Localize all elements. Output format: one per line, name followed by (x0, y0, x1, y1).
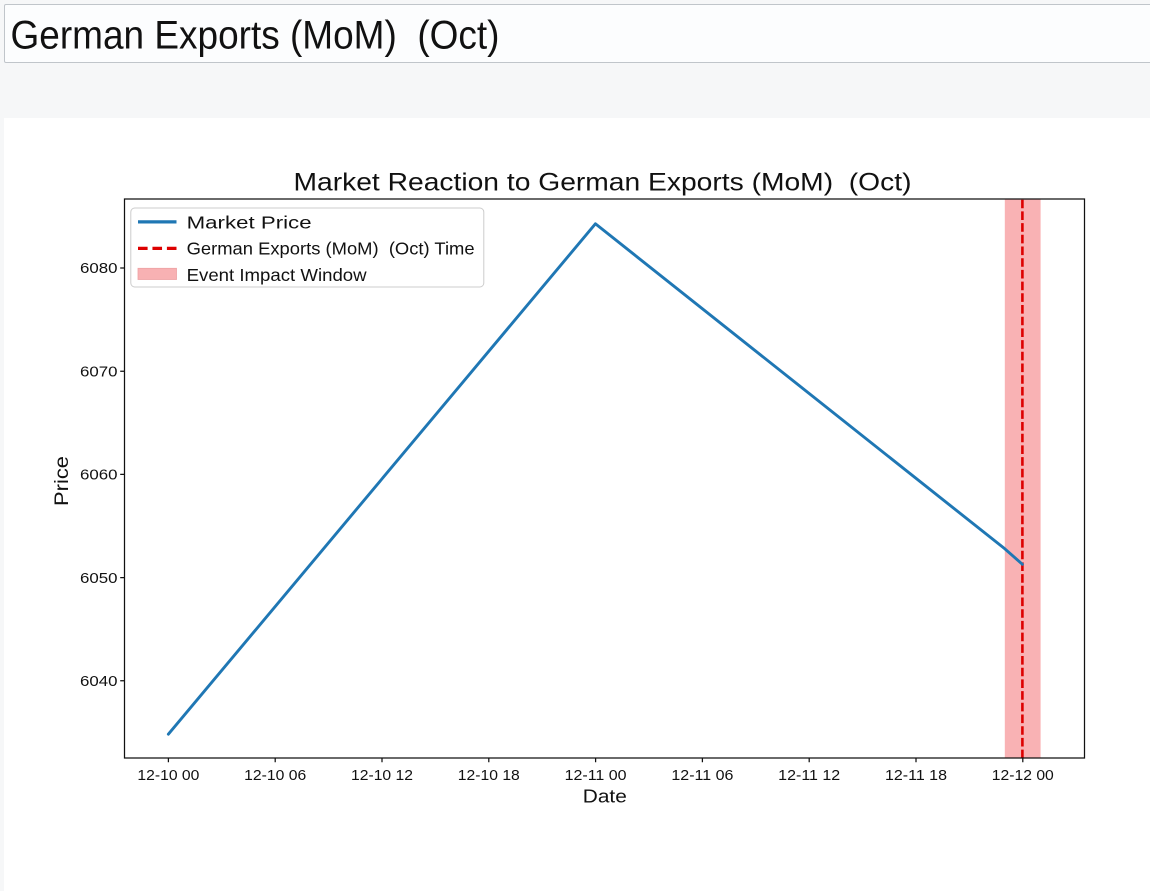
svg-text:6040: 6040 (80, 674, 118, 690)
svg-text:12-10 18: 12-10 18 (458, 768, 520, 784)
svg-text:German Exports (MoM) (Oct) Ti: German Exports (MoM) (Oct) Time (187, 239, 475, 259)
svg-text:12-10 06: 12-10 06 (244, 768, 306, 784)
svg-text:12-11 12: 12-11 12 (778, 768, 840, 784)
svg-text:Market Reaction to German Expo: Market Reaction to German Exports (MoM) … (294, 169, 912, 197)
svg-text:12-11 00: 12-11 00 (565, 768, 627, 784)
svg-text:12-12 00: 12-12 00 (992, 768, 1054, 784)
svg-text:6060: 6060 (80, 468, 118, 484)
svg-text:Market Price: Market Price (187, 212, 312, 232)
svg-text:12-11 06: 12-11 06 (671, 768, 733, 784)
svg-text:12-10 12: 12-10 12 (351, 768, 413, 784)
svg-text:German Exports (MoM) (Oct): German Exports (MoM) (Oct) (11, 13, 500, 58)
svg-text:6070: 6070 (80, 364, 118, 380)
svg-text:Event Impact Window: Event Impact Window (187, 265, 367, 285)
svg-text:Price: Price (52, 456, 73, 506)
svg-text:Date: Date (583, 785, 627, 806)
svg-text:6050: 6050 (80, 571, 118, 587)
svg-text:6080: 6080 (80, 261, 118, 277)
svg-text:12-11 18: 12-11 18 (885, 768, 947, 784)
svg-text:12-10 00: 12-10 00 (137, 768, 199, 784)
